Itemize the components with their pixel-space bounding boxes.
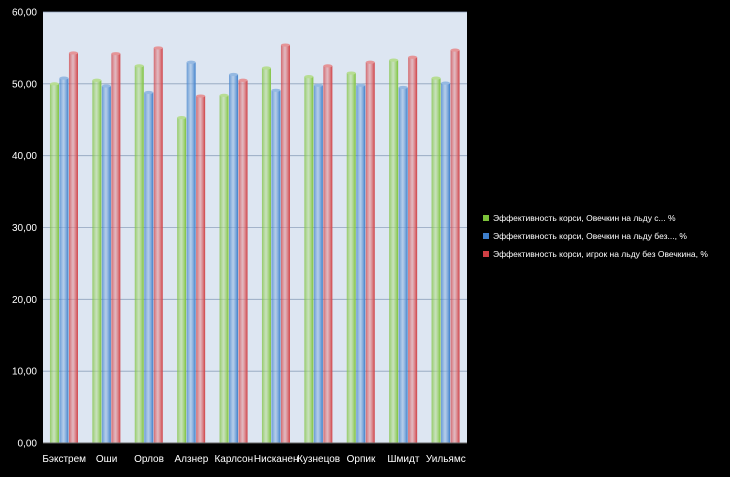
x-tick-label: Нисканен [254,454,299,465]
bar-cap [356,83,366,87]
bar-1-Орлов [134,65,144,443]
bar-cap [134,64,144,68]
x-tick-label: Орлов [134,454,164,465]
bar-cap [365,60,375,64]
bar-2-Шмидт [398,87,408,444]
bar-cap [196,94,206,98]
x-tick-label: Карлсон [214,454,253,465]
bar-2-Кузнецов [313,85,323,444]
bar-cap [280,43,290,47]
x-tick-label: Орпик [347,454,376,465]
y-tick-label: 0,00 [18,439,38,450]
bar-cap [68,51,78,55]
legend-swatch [483,215,489,221]
plot-area [43,11,467,444]
bar-3-Нисканен [280,45,290,443]
bar-cap [49,82,59,86]
bar-cap [323,64,333,68]
x-tick-label: Уильямс [426,454,466,465]
bar-cap [304,75,314,79]
bar-cap [408,55,418,59]
bar-2-Бэкстрем [59,78,69,443]
x-axis: Бэкстрем Оши Орлов Алзнер Карлсон НисканенКуз… [42,454,465,465]
y-tick-label: 20,00 [12,295,37,306]
legend-label: Эффективность корси, Овечкин на льду без… [493,231,687,241]
bar-1-Карлсон [219,95,229,444]
bar-3-Алзнер [196,96,206,444]
bar-3-Уильямс [450,50,460,444]
bar-cap [450,48,460,52]
bar-1-Уильямс [431,78,441,443]
bar-3-Оши [111,53,121,444]
bar-cap [219,93,229,97]
legend-label: Эффективность корси, игрок на льду без О… [493,249,708,259]
legend-swatch [483,251,489,257]
bar-cap [346,71,356,75]
bar-1-Орпик [346,73,356,443]
bar-2-Оши [101,85,111,443]
bar-3-Бэкстрем [68,52,78,443]
legend-label: Эффективность корси, Овечкин на льду с..… [493,213,676,223]
bar-3-Орлов [153,47,163,444]
y-tick-label: 10,00 [12,367,37,378]
y-tick-label: 50,00 [12,79,37,90]
y-tick-label: 40,00 [12,151,37,162]
bar-2-Орлов [144,92,154,443]
x-tick-label: Оши [96,454,117,465]
bar-cap [101,84,111,88]
bar-3-Орпик [365,62,375,444]
bar-cap [92,78,102,82]
bar-cap [313,83,323,87]
bar-cap [186,60,196,64]
bar-2-Нисканен [271,90,281,443]
legend: Эффективность корси, Овечкин на льду с..… [483,213,708,259]
bar-1-Бэкстрем [49,83,59,443]
bar-2-Уильямс [441,83,451,444]
x-tick-label: Шмидт [387,454,419,465]
bar-1-Кузнецов [304,76,314,444]
bar-1-Нисканен [261,68,271,443]
bar-3-Кузнецов [323,65,333,443]
y-tick-label: 30,00 [12,223,37,234]
y-tick-label: 60,00 [12,8,37,19]
bar-3-Карлсон [238,80,248,443]
bar-2-Алзнер [186,62,196,444]
y-axis: 0,00 10,00 20,00 30,00 40,00 50,00 60,00 [12,8,37,450]
bar-1-Алзнер [177,117,187,443]
bar-cap [229,72,239,77]
bar-cap [238,78,248,82]
bar-cap [398,85,408,90]
bar-cap [153,46,163,50]
x-tick-label: Кузнецов [297,454,340,465]
bar-cap [431,76,441,80]
legend-swatch [483,233,489,239]
x-tick-label: Алзнер [175,454,209,465]
x-tick-label: Бэкстрем [42,454,86,465]
bar-2-Орпик [356,85,366,444]
bar-cap [271,88,281,92]
bar-cap [389,58,399,62]
bar-cap [177,115,187,120]
bar-1-Оши [92,80,102,443]
bar-cap [111,52,121,56]
bar-3-Шмидт [408,57,418,443]
bar-cap [441,81,451,85]
bar-cap [59,76,69,80]
bar-1-Шмидт [389,60,399,444]
bar-cap [144,90,154,95]
bar-cap [261,66,271,70]
bar-2-Карлсон [229,74,239,444]
